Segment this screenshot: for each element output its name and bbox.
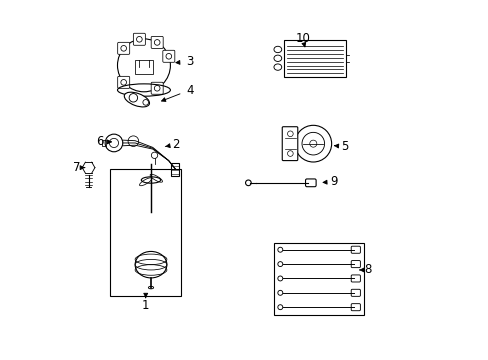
Ellipse shape: [273, 55, 281, 62]
FancyBboxPatch shape: [118, 42, 129, 54]
Ellipse shape: [273, 46, 281, 53]
Bar: [171, 163, 179, 176]
FancyBboxPatch shape: [350, 275, 360, 282]
FancyBboxPatch shape: [282, 127, 297, 161]
Bar: [273, 243, 363, 315]
Circle shape: [165, 54, 171, 59]
Ellipse shape: [124, 92, 149, 107]
Bar: [135, 60, 152, 74]
Text: 9: 9: [330, 175, 338, 188]
FancyBboxPatch shape: [350, 246, 360, 253]
Bar: [110, 170, 181, 296]
Circle shape: [121, 45, 126, 51]
Circle shape: [154, 40, 160, 45]
FancyBboxPatch shape: [151, 82, 163, 94]
FancyBboxPatch shape: [350, 261, 360, 267]
Text: 6: 6: [96, 135, 103, 148]
Ellipse shape: [273, 64, 281, 70]
FancyBboxPatch shape: [350, 289, 360, 296]
Circle shape: [151, 152, 158, 158]
FancyBboxPatch shape: [151, 36, 163, 49]
Circle shape: [129, 94, 137, 102]
Text: 4: 4: [186, 84, 193, 96]
FancyBboxPatch shape: [133, 33, 145, 45]
Circle shape: [121, 80, 126, 85]
Text: 2: 2: [172, 138, 179, 151]
Text: 7: 7: [73, 161, 81, 174]
FancyBboxPatch shape: [118, 76, 129, 88]
Text: 5: 5: [341, 140, 348, 153]
Text: 1: 1: [142, 299, 149, 312]
Text: 8: 8: [364, 264, 371, 276]
FancyBboxPatch shape: [350, 303, 360, 311]
Text: 3: 3: [186, 55, 193, 68]
FancyBboxPatch shape: [305, 179, 315, 187]
Circle shape: [142, 100, 148, 105]
Circle shape: [136, 36, 142, 42]
FancyBboxPatch shape: [163, 50, 174, 62]
Bar: [284, 40, 345, 77]
Bar: [102, 140, 106, 146]
Circle shape: [154, 85, 160, 91]
Text: 10: 10: [295, 32, 309, 45]
